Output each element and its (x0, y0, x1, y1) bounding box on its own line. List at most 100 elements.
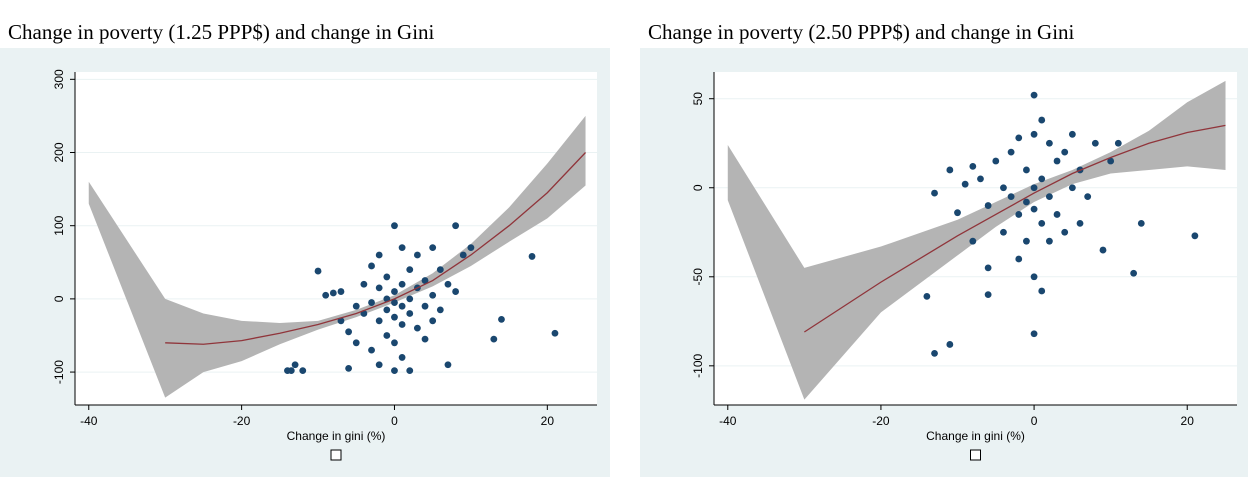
point (368, 346, 375, 354)
point (368, 299, 375, 306)
point (429, 291, 437, 299)
x-axis-label: Change in gini (%) (287, 429, 386, 443)
x-tick-label: -20 (872, 414, 890, 428)
point (1015, 211, 1023, 218)
point (969, 162, 977, 170)
point (1107, 157, 1115, 165)
point (1015, 255, 1023, 263)
point (383, 306, 391, 314)
point (406, 367, 414, 375)
point (1068, 130, 1076, 138)
point (299, 367, 307, 375)
point (429, 244, 437, 252)
x-tick-label: 0 (391, 414, 398, 428)
point (413, 324, 421, 332)
point (375, 361, 383, 369)
point (1038, 219, 1046, 227)
point (406, 295, 414, 303)
point (1130, 269, 1138, 277)
point (391, 222, 398, 230)
point (1137, 219, 1145, 227)
point (931, 349, 938, 357)
point (984, 291, 992, 298)
point (954, 209, 961, 217)
point (1030, 205, 1038, 213)
point (398, 280, 406, 288)
point (345, 365, 353, 372)
x-tick-label: 20 (541, 414, 555, 428)
point (961, 180, 969, 188)
y-tick-label: 0 (52, 295, 66, 302)
point (969, 237, 977, 245)
point (391, 299, 398, 306)
point (314, 267, 322, 275)
point (1068, 184, 1076, 192)
y-tick-label: -50 (691, 268, 705, 286)
point (406, 310, 414, 317)
y-tick-label: 200 (52, 142, 66, 162)
x-tick-label: 20 (1181, 414, 1195, 428)
y-tick-label: -100 (52, 360, 66, 384)
point (406, 266, 414, 274)
point (1007, 193, 1015, 201)
point (452, 222, 460, 230)
point (1045, 193, 1053, 201)
point (345, 328, 353, 336)
point (398, 244, 406, 252)
point (421, 335, 429, 343)
point (398, 321, 406, 328)
point (368, 262, 375, 270)
fit-line (165, 152, 587, 345)
point (322, 291, 330, 299)
point (1030, 130, 1038, 138)
y-tick-label: 100 (52, 215, 66, 235)
point (375, 284, 383, 292)
point (1045, 237, 1053, 245)
point (946, 166, 954, 174)
point (1000, 184, 1007, 192)
point (421, 302, 429, 310)
point (352, 302, 360, 310)
point (984, 264, 992, 272)
point (459, 251, 467, 259)
x-tick-label: -20 (233, 414, 251, 428)
point (1023, 237, 1030, 245)
point (398, 354, 406, 361)
point (360, 280, 368, 288)
point (287, 367, 295, 375)
point (436, 266, 444, 274)
point (1007, 148, 1015, 156)
point (383, 332, 391, 339)
point (1076, 219, 1084, 227)
point (1000, 228, 1007, 236)
point (1023, 166, 1030, 174)
y-tick-label: 0 (691, 184, 705, 191)
point (1030, 184, 1038, 192)
x-axis-label: Change in gini (%) (926, 429, 1025, 443)
point (1023, 198, 1030, 206)
point (1038, 287, 1046, 295)
point (1191, 232, 1199, 240)
y-tick-label: -100 (691, 353, 705, 377)
point (1061, 148, 1069, 156)
point (1091, 139, 1099, 147)
point (391, 288, 398, 295)
point (1053, 157, 1061, 165)
point (329, 289, 337, 297)
point (452, 288, 460, 295)
point (1030, 330, 1038, 338)
point (398, 302, 406, 310)
point (528, 253, 536, 260)
point (551, 329, 559, 337)
point (1084, 193, 1092, 201)
point (498, 315, 505, 323)
x-tick-label: -40 (719, 414, 737, 428)
point (977, 175, 984, 183)
x-tick-label: 0 (1031, 414, 1038, 428)
point (444, 361, 452, 369)
point (436, 306, 444, 314)
point (444, 280, 452, 288)
fit-line (804, 124, 1226, 333)
